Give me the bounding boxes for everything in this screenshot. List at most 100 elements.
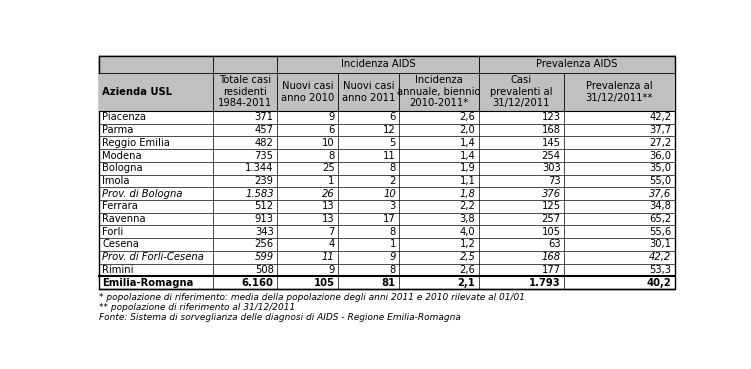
Bar [479,56,674,73]
Text: 1.583: 1.583 [245,189,273,199]
Text: Bologna: Bologna [102,163,143,173]
Text: Reggio Emilia: Reggio Emilia [102,138,170,148]
Text: 13: 13 [322,201,335,211]
Text: 303: 303 [542,163,560,173]
Text: 42,2: 42,2 [649,113,671,123]
Text: Totale casi
residenti
1984-2011: Totale casi residenti 1984-2011 [218,75,272,108]
Text: 508: 508 [255,265,273,275]
Text: 81: 81 [382,277,396,287]
Text: 40,2: 40,2 [647,277,671,287]
Text: 343: 343 [255,227,273,237]
Text: 1.344: 1.344 [246,163,273,173]
Text: 34,8: 34,8 [650,201,671,211]
Text: 9: 9 [328,265,335,275]
Bar [277,56,479,73]
Bar [98,56,674,289]
Text: 42,2: 42,2 [649,252,671,262]
Text: Emilia-Romagna: Emilia-Romagna [102,277,194,287]
Bar [98,73,674,111]
Text: 735: 735 [255,151,273,161]
Text: 168: 168 [541,252,560,262]
Text: 254: 254 [541,151,560,161]
Text: Nuovi casi
anno 2011: Nuovi casi anno 2011 [342,81,396,103]
Text: 65,2: 65,2 [649,214,671,224]
Text: 145: 145 [541,138,560,148]
Text: 53,3: 53,3 [650,265,671,275]
Text: 8: 8 [390,163,396,173]
Text: Ferrara: Ferrara [102,201,138,211]
Text: Ravenna: Ravenna [102,214,146,224]
Text: Imola: Imola [102,176,129,186]
Text: Nuovi casi
anno 2010: Nuovi casi anno 2010 [281,81,334,103]
Text: 35,0: 35,0 [650,163,671,173]
Text: 123: 123 [541,113,560,123]
Text: Forli: Forli [102,227,123,237]
Text: 11: 11 [322,252,335,262]
Text: 73: 73 [548,176,560,186]
Text: 6: 6 [390,113,396,123]
Text: 10: 10 [383,189,396,199]
Text: 9: 9 [390,252,396,262]
Text: Fonte: Sistema di sorveglianza delle diagnosi di AIDS - Regione Emilia-Romagna: Fonte: Sistema di sorveglianza delle dia… [98,313,460,322]
Text: 1,4: 1,4 [460,151,475,161]
Bar [98,56,674,73]
Text: 4: 4 [328,239,335,249]
Text: Prevalenza AIDS: Prevalenza AIDS [536,59,617,69]
Text: 512: 512 [255,201,273,211]
Text: Piacenza: Piacenza [102,113,146,123]
Text: 376: 376 [541,189,560,199]
Text: 125: 125 [541,201,560,211]
Text: 8: 8 [390,265,396,275]
Text: * popolazione di riferimento: media della popolazione degli anni 2011 e 2010 ril: * popolazione di riferimento: media dell… [98,293,524,302]
Text: Prov. di Bologna: Prov. di Bologna [102,189,182,199]
Text: 105: 105 [314,277,335,287]
Text: 4,0: 4,0 [460,227,475,237]
Text: ** popolazione di riferimento al 31/12/2011: ** popolazione di riferimento al 31/12/2… [98,303,295,312]
Text: 2,0: 2,0 [460,125,475,135]
Text: 2: 2 [390,176,396,186]
Text: 2,2: 2,2 [460,201,475,211]
Text: 371: 371 [255,113,273,123]
Text: 2,6: 2,6 [460,113,475,123]
Text: 55,6: 55,6 [649,227,671,237]
Text: 7: 7 [328,227,335,237]
Text: 25: 25 [322,163,335,173]
Text: 1,1: 1,1 [460,176,475,186]
Text: 2,5: 2,5 [460,252,475,262]
Text: 168: 168 [541,125,560,135]
Text: 1.793: 1.793 [529,277,560,287]
Text: 256: 256 [255,239,273,249]
Text: 55,0: 55,0 [649,176,671,186]
Text: 8: 8 [390,227,396,237]
Text: Azienda USL: Azienda USL [102,87,172,97]
Text: 5: 5 [390,138,396,148]
Text: Parma: Parma [102,125,134,135]
Text: Prov. di Forli-Cesena: Prov. di Forli-Cesena [102,252,204,262]
Text: 3,8: 3,8 [460,214,475,224]
Text: 2,6: 2,6 [460,265,475,275]
Text: 27,2: 27,2 [649,138,671,148]
Text: 63: 63 [548,239,560,249]
Text: 13: 13 [322,214,335,224]
Text: 2,1: 2,1 [457,277,475,287]
Text: 6.160: 6.160 [242,277,273,287]
Text: 37,7: 37,7 [649,125,671,135]
Text: 599: 599 [255,252,273,262]
Text: 30,1: 30,1 [650,239,671,249]
Text: 1,2: 1,2 [460,239,475,249]
Text: Cesena: Cesena [102,239,139,249]
Text: 177: 177 [541,265,560,275]
Text: 913: 913 [255,214,273,224]
Text: 1: 1 [390,239,396,249]
Text: 1: 1 [328,176,335,186]
Text: 257: 257 [541,214,560,224]
Text: 26: 26 [322,189,335,199]
Text: 3: 3 [390,201,396,211]
Text: 17: 17 [383,214,396,224]
Text: 37,6: 37,6 [649,189,671,199]
Text: 10: 10 [322,138,335,148]
Text: 239: 239 [255,176,273,186]
Text: Prevalenza al
31/12/2011**: Prevalenza al 31/12/2011** [586,81,653,103]
Text: 457: 457 [255,125,273,135]
Text: 11: 11 [383,151,396,161]
